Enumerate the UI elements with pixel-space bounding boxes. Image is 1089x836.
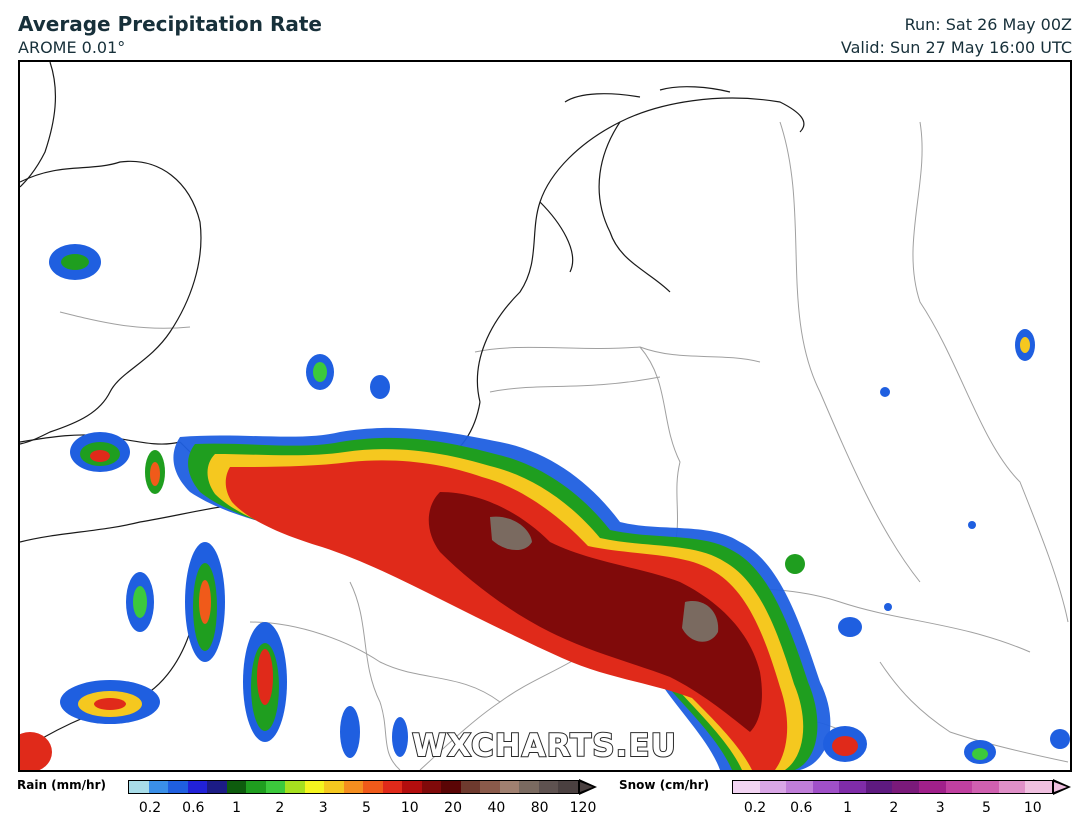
valid-time: Valid: Sun 27 May 16:00 UTC (840, 38, 1072, 57)
rain-swatch (304, 781, 325, 793)
snow-tick: 10 (1023, 800, 1042, 816)
rain-tick: 0.2 (138, 800, 162, 816)
rain-swatch (538, 781, 559, 793)
model-label: AROME 0.01° (18, 38, 126, 57)
rain-swatch (285, 781, 305, 793)
snow-tick: 5 (982, 800, 991, 816)
precip-band-red (225, 460, 788, 770)
rain-colorbar (128, 780, 579, 794)
snow-tick: 0.6 (790, 800, 813, 816)
rain-tick: 80 (530, 800, 549, 816)
snow-legend-label: Snow (cm/hr) (619, 778, 710, 792)
rain-swatch (363, 781, 383, 793)
snow-colorbar (732, 780, 1053, 794)
rain-tick: 2 (275, 800, 285, 816)
rain-tick: 10 (400, 800, 419, 816)
rain-swatch (558, 781, 578, 793)
snow-swatch (733, 781, 760, 793)
rain-swatch (343, 781, 364, 793)
rain-swatch (265, 781, 286, 793)
precip-core-dark (428, 492, 762, 732)
rain-swatch (148, 781, 169, 793)
rain-tick: 0.6 (182, 800, 205, 816)
rain-swatch (519, 781, 539, 793)
rain-tick: 1 (232, 800, 242, 816)
rain-swatch (168, 781, 188, 793)
snow-swatch (839, 781, 866, 793)
snow-swatch (812, 781, 840, 793)
precip-core-brown (490, 516, 719, 642)
snow-swatch (865, 781, 893, 793)
snow-tick-labels: 0.2 0.6 1 2 3 5 10 (0, 800, 1089, 820)
snow-colorbar-arrow-fill (1054, 782, 1067, 792)
rain-swatch (187, 781, 208, 793)
precip-cells-east (785, 329, 1070, 764)
rain-tick: 3 (318, 800, 328, 816)
rain-tick: 5 (362, 800, 371, 816)
snow-tick: 1 (843, 800, 853, 816)
coastlines (20, 62, 805, 753)
rain-tick: 20 (444, 800, 463, 816)
rain-swatch (402, 781, 422, 793)
rain-swatch (207, 781, 227, 793)
snow-swatch (945, 781, 973, 793)
snow-swatch (972, 781, 999, 793)
rain-legend-label: Rain (mm/hr) (17, 778, 106, 792)
rain-swatch (382, 781, 403, 793)
rain-swatch (441, 781, 461, 793)
snow-tick: 3 (935, 800, 945, 816)
rain-swatch (324, 781, 344, 793)
watermark: WXCHARTS.EU (411, 727, 677, 765)
rain-swatch (129, 781, 149, 793)
rain-swatch (246, 781, 266, 793)
snow-swatch (786, 781, 813, 793)
chart-title: Average Precipitation Rate (18, 12, 322, 36)
run-time: Run: Sat 26 May 00Z (904, 15, 1072, 34)
rain-swatch (480, 781, 500, 793)
rain-swatch (460, 781, 481, 793)
rain-tick: 40 (487, 800, 506, 816)
snow-tick: 2 (889, 800, 899, 816)
rain-swatch (421, 781, 442, 793)
snow-tick: 0.2 (743, 800, 767, 816)
snow-swatch (1025, 781, 1052, 793)
snow-swatch (919, 781, 946, 793)
rain-colorbar-arrow-fill (580, 782, 593, 792)
snow-swatch (759, 781, 787, 793)
rain-tick: 120 (569, 800, 597, 816)
rain-tick-labels: 0.2 0.6 1 2 3 5 10 20 40 80 120 (0, 800, 1089, 820)
rain-swatch (226, 781, 247, 793)
rain-swatch (499, 781, 520, 793)
snow-swatch (892, 781, 920, 793)
precipitation-map[interactable] (18, 60, 1072, 772)
precip-cells-west (20, 244, 408, 770)
map-canvas (20, 62, 1070, 770)
snow-swatch (998, 781, 1026, 793)
